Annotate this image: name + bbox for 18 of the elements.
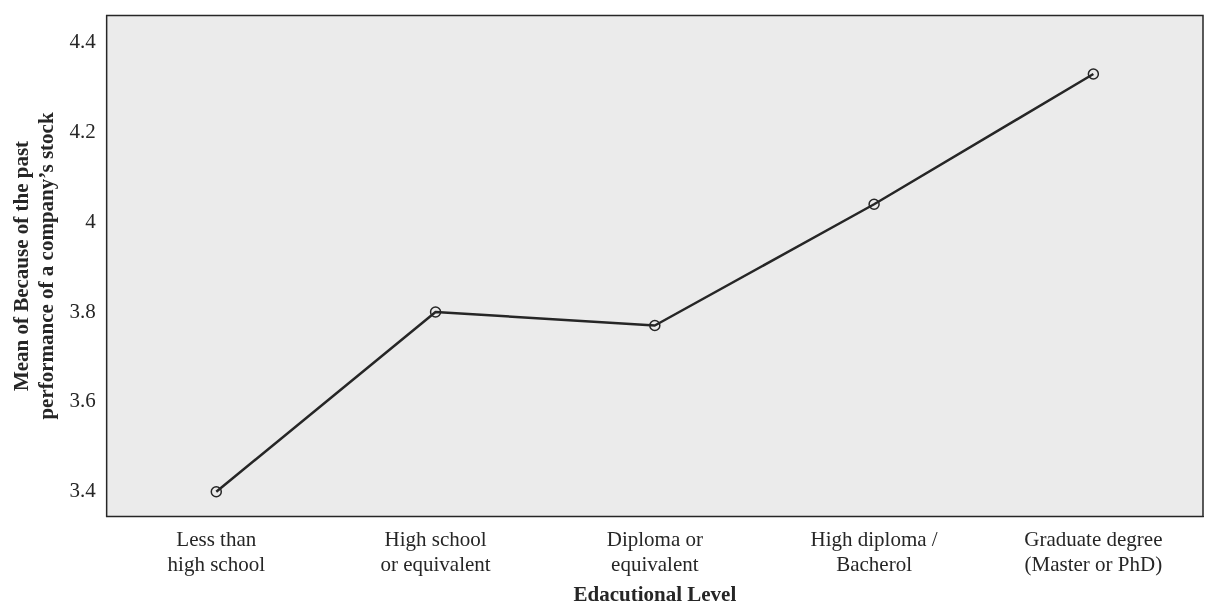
- x-tick-label: Less than high school: [167, 526, 266, 576]
- point: [210, 485, 223, 498]
- point: [1087, 68, 1100, 80]
- point: [649, 319, 661, 332]
- x-tick-label: Graduate degree (Master or PhD): [1024, 526, 1163, 576]
- x-tick-label: High diploma / Bacherol: [810, 526, 938, 576]
- y-tick-label: 4.2: [69, 118, 96, 143]
- y-axis-title: Mean of Because of the past performance of a company’s stock: [9, 112, 59, 420]
- y-tick-label: 3.8: [69, 298, 96, 323]
- x-tick-label: Diploma or equivalent: [606, 526, 703, 576]
- y-tick-label: 3.6: [69, 388, 96, 413]
- x-axis-title: Edacutional Level: [573, 581, 737, 606]
- point: [429, 306, 442, 318]
- y-tick-label: 4: [85, 208, 97, 233]
- x-tick-label: High school or equivalent: [380, 526, 491, 576]
- point: [868, 198, 880, 210]
- y-tick-label: 3.4: [69, 478, 97, 503]
- y-tick-label: 4.4: [69, 29, 97, 54]
